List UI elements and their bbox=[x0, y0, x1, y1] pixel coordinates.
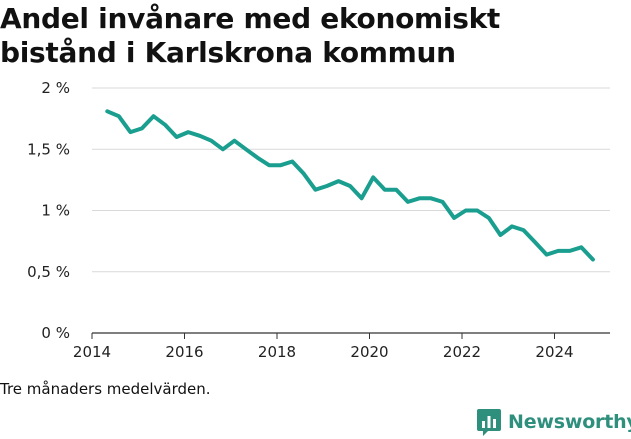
x-tick-label: 2014 bbox=[73, 343, 111, 360]
data-point bbox=[545, 253, 549, 257]
data-point bbox=[348, 184, 352, 188]
data-point bbox=[406, 200, 410, 204]
data-point bbox=[128, 130, 132, 134]
data-point bbox=[498, 233, 502, 237]
data-point bbox=[568, 249, 572, 253]
data-point bbox=[429, 196, 433, 200]
data-point bbox=[441, 200, 445, 204]
data-point bbox=[487, 216, 491, 220]
x-tick-label: 2020 bbox=[350, 343, 388, 360]
data-point bbox=[337, 179, 341, 183]
gridlines bbox=[91, 87, 610, 339]
bar-chart-icon bbox=[477, 409, 501, 436]
data-point bbox=[279, 163, 283, 167]
series-layer bbox=[105, 109, 595, 262]
x-tick-label: 2016 bbox=[165, 343, 203, 360]
data-point bbox=[175, 135, 179, 139]
data-point bbox=[198, 134, 202, 138]
data-point bbox=[452, 216, 456, 220]
x-tick-label: 2022 bbox=[443, 343, 481, 360]
line-chart: 0 % 0,5 % 1 % 1,5 % 2 % 2014 2016 2018 2020 2022… bbox=[27, 79, 610, 360]
series-line bbox=[105, 109, 595, 262]
data-point bbox=[360, 196, 364, 200]
data-point bbox=[533, 240, 537, 244]
data-point bbox=[244, 147, 248, 151]
y-tick-label: 1 % bbox=[41, 202, 70, 220]
data-point bbox=[394, 188, 398, 192]
data-point bbox=[475, 209, 479, 213]
footnote: Tre månaders medelvärden. bbox=[0, 380, 211, 398]
data-point bbox=[464, 209, 468, 213]
data-point bbox=[140, 126, 144, 130]
brand-name: Newsworthy bbox=[508, 411, 631, 433]
data-point bbox=[522, 228, 526, 232]
y-tick-label: 1,5 % bbox=[27, 140, 70, 158]
chart-title: Andel invånare med ekonomiskt bistånd i … bbox=[0, 2, 501, 69]
data-point bbox=[302, 172, 306, 176]
y-tick-label: 0,5 % bbox=[27, 263, 70, 281]
y-axis-tick-labels: 0 % 0,5 % 1 % 1,5 % 2 % bbox=[27, 79, 70, 342]
data-point bbox=[290, 160, 294, 164]
data-point bbox=[371, 175, 375, 179]
x-tick-label: 2024 bbox=[535, 343, 573, 360]
data-point bbox=[256, 156, 260, 160]
data-point bbox=[591, 258, 595, 262]
data-point bbox=[325, 184, 329, 188]
data-point bbox=[117, 114, 121, 118]
data-point bbox=[186, 130, 190, 134]
x-tick-label: 2018 bbox=[258, 343, 296, 360]
data-point bbox=[313, 188, 317, 192]
data-point bbox=[163, 123, 167, 127]
data-point bbox=[383, 188, 387, 192]
data-point bbox=[209, 139, 213, 143]
data-point bbox=[105, 109, 109, 113]
data-point bbox=[221, 147, 225, 151]
data-point bbox=[417, 196, 421, 200]
data-point bbox=[510, 224, 514, 228]
data-point bbox=[579, 245, 583, 249]
data-point bbox=[152, 114, 156, 118]
y-tick-label: 0 % bbox=[41, 324, 70, 342]
data-point bbox=[556, 249, 560, 253]
brand-logo[interactable]: Newsworthy bbox=[476, 405, 631, 439]
data-point bbox=[232, 139, 236, 143]
x-axis-tick-labels: 2014 2016 2018 2020 2022 2024 bbox=[73, 343, 574, 360]
y-tick-label: 2 % bbox=[41, 79, 70, 97]
data-point bbox=[267, 163, 271, 167]
